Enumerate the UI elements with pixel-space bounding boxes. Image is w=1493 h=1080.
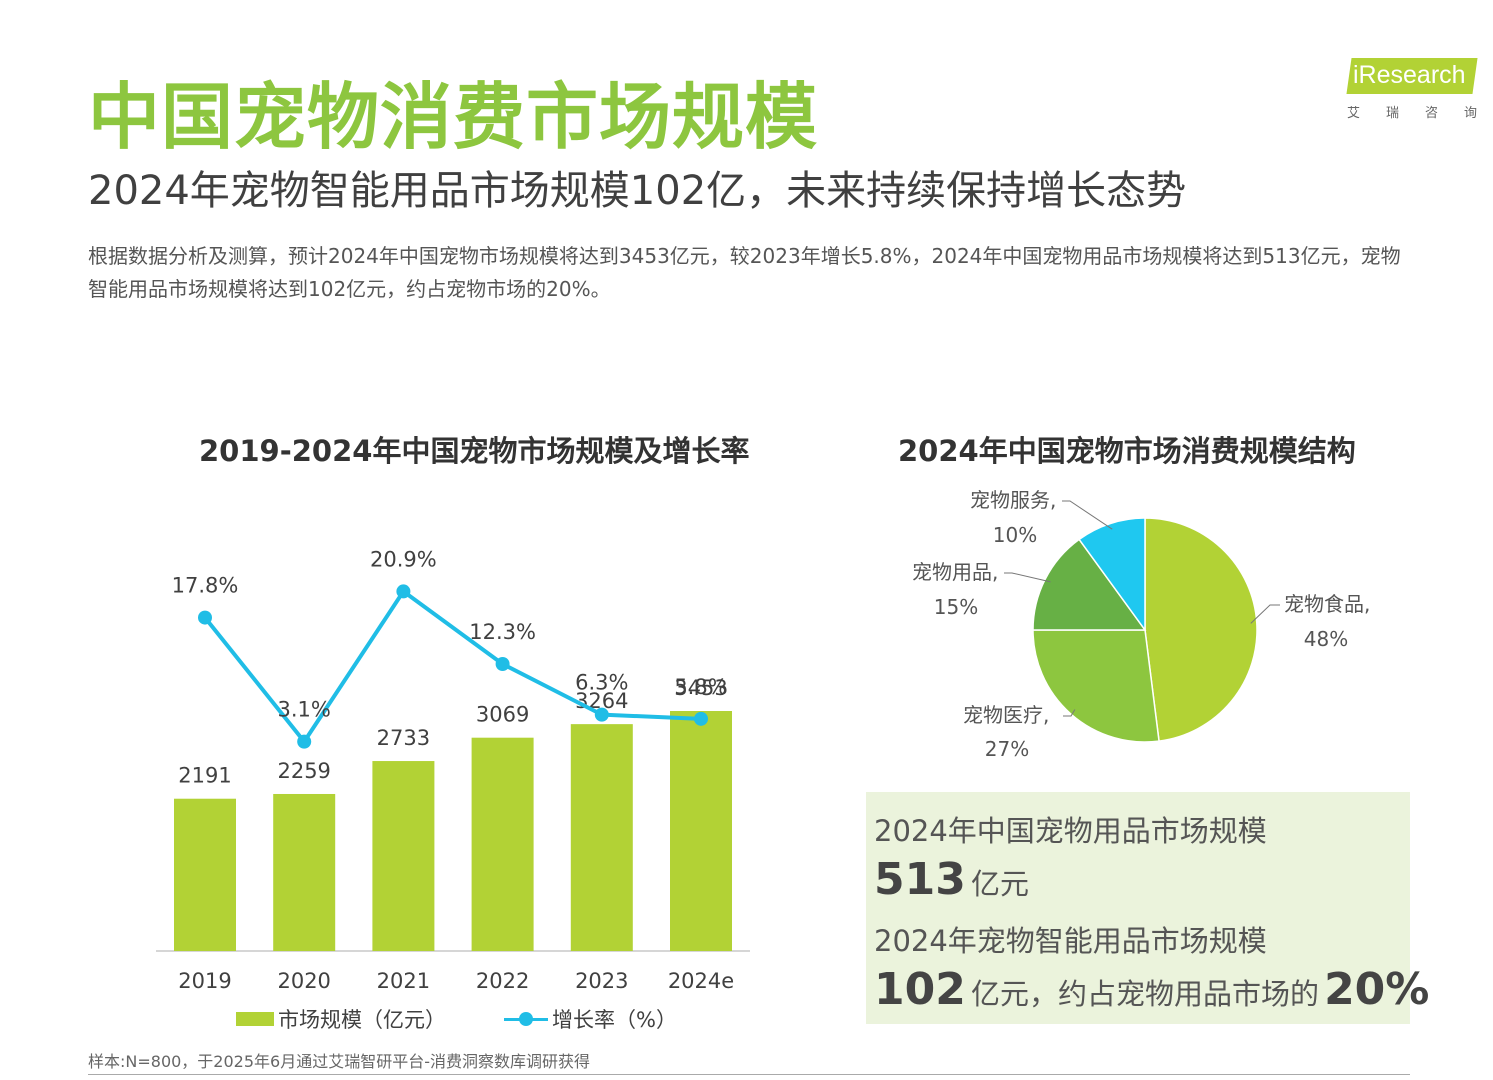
growth-rate-label: 3.1%: [278, 698, 331, 722]
growth-rate-point: [198, 610, 212, 625]
bar-2020: [273, 793, 336, 951]
legend-line-swatch: [504, 1012, 548, 1026]
legend-item-line: 增长率（%）: [504, 1004, 677, 1034]
growth-rate-point: [495, 656, 510, 671]
pie-slice-name: 宠物食品,: [1284, 592, 1370, 616]
bar-value-label: 3453: [674, 676, 727, 700]
pie-slice-name: 宠物医疗,: [963, 703, 1049, 727]
bar-2019: [174, 798, 236, 951]
logo-sub-char: 咨: [1424, 106, 1438, 121]
x-tick-label: 2020: [277, 969, 330, 993]
pie-slice: [1032, 538, 1147, 631]
chart-legend: 市场规模（亿元） 增长率（%）: [236, 1004, 696, 1034]
pie-leader-line: [1062, 500, 1113, 530]
footnote: 样本:N=800，于2025年6月通过艾瑞智研平台-消费洞察数库调研获得: [88, 1052, 590, 1071]
legend-line-label: 增长率（%）: [552, 1008, 677, 1032]
legend-bar-label: 市场规模（亿元）: [278, 1008, 446, 1032]
highlight-label-supplies: 2024年中国宠物用品市场规模: [874, 814, 1267, 848]
pie-slice-percent: 15%: [934, 595, 978, 619]
growth-rate-point: [594, 707, 609, 722]
growth-rate-point: [396, 584, 411, 599]
pie-slice: [1078, 517, 1146, 633]
x-tick-label: 2022: [476, 969, 529, 993]
x-tick-label: 2023: [575, 969, 628, 993]
supplies-unit: 亿元: [970, 867, 1029, 901]
bar-value-label: 2191: [178, 764, 231, 788]
bar-2023: [570, 724, 633, 951]
growth-rate-label: 17.8%: [172, 574, 239, 598]
bar-value-label: 2733: [377, 726, 430, 750]
pie-slice-percent: 48%: [1304, 627, 1348, 651]
pie-slice-percent: 27%: [985, 737, 1029, 761]
highlight-value-supplies: 513 亿元: [874, 854, 1029, 905]
supplies-value: 513: [874, 854, 966, 905]
pie-slice-name: 宠物用品,: [912, 560, 998, 584]
x-tick-label: 2021: [377, 969, 430, 993]
smart-value: 102: [874, 964, 966, 1015]
logo-text: iResearch: [1353, 61, 1466, 89]
growth-rate-label: 6.3%: [575, 671, 628, 695]
pie-slice-name: 宠物服务,: [970, 488, 1056, 512]
pie-leader-line: [1250, 604, 1280, 624]
bar-2022: [471, 737, 534, 951]
bar-2021: [372, 761, 435, 951]
pie-chart-title: 2024年中国宠物市场消费规模结构: [898, 434, 1356, 468]
x-tick-label: 2019: [178, 969, 231, 993]
pie-slice-percent: 10%: [993, 523, 1037, 547]
page-subtitle: 2024年宠物智能用品市场规模102亿，未来持续保持增长态势: [88, 168, 1187, 214]
logo-sub-char: 瑞: [1385, 106, 1399, 121]
bar-value-label: 3069: [476, 703, 529, 727]
bar-chart-title: 2019-2024年中国宠物市场规模及增长率: [199, 434, 750, 468]
highlight-value-smart: 102 亿元，约占宠物用品市场的 20%: [874, 964, 1429, 1015]
bottom-divider: [88, 1074, 1410, 1075]
growth-rate-label: 12.3%: [469, 620, 536, 644]
logo-sub-char: 艾: [1347, 106, 1361, 121]
highlight-box: 2024年中国宠物用品市场规模 513 亿元 2024年宠物智能用品市场规模 1…: [866, 792, 1429, 1024]
bar-value-label: 2259: [277, 759, 330, 783]
logo-subtext: 艾 瑞 咨 询: [1347, 102, 1477, 121]
legend-item-bars: 市场规模（亿元）: [236, 1004, 446, 1034]
iresearch-logo: iResearch 艾 瑞 咨 询: [1345, 58, 1480, 123]
bar-2024e: [670, 711, 732, 951]
pie-leader-line: [1004, 572, 1051, 583]
growth-rate-label: 5.8%: [674, 675, 727, 699]
pie-slice: [1032, 629, 1160, 743]
smart-share: 20%: [1324, 964, 1430, 1015]
growth-rate-label: 20.9%: [370, 547, 437, 571]
intro-paragraph: 根据数据分析及测算，预计2024年中国宠物市场规模将达到3453亿元，较2023…: [88, 244, 1401, 301]
logo-sub-char: 询: [1463, 106, 1477, 121]
growth-rate-point: [297, 734, 312, 749]
page-title: 中国宠物消费市场规模: [88, 75, 819, 159]
pie-slice: [1144, 517, 1258, 742]
pie-leader-line: [1063, 709, 1076, 717]
smart-unit: 亿元，约占宠物用品市场的: [970, 977, 1319, 1011]
legend-bar-swatch: [236, 1012, 274, 1026]
highlight-label-smart: 2024年宠物智能用品市场规模: [874, 924, 1267, 958]
x-tick-label: 2024e: [668, 969, 734, 993]
growth-rate-line: [203, 589, 702, 744]
growth-rate-point: [694, 711, 708, 726]
